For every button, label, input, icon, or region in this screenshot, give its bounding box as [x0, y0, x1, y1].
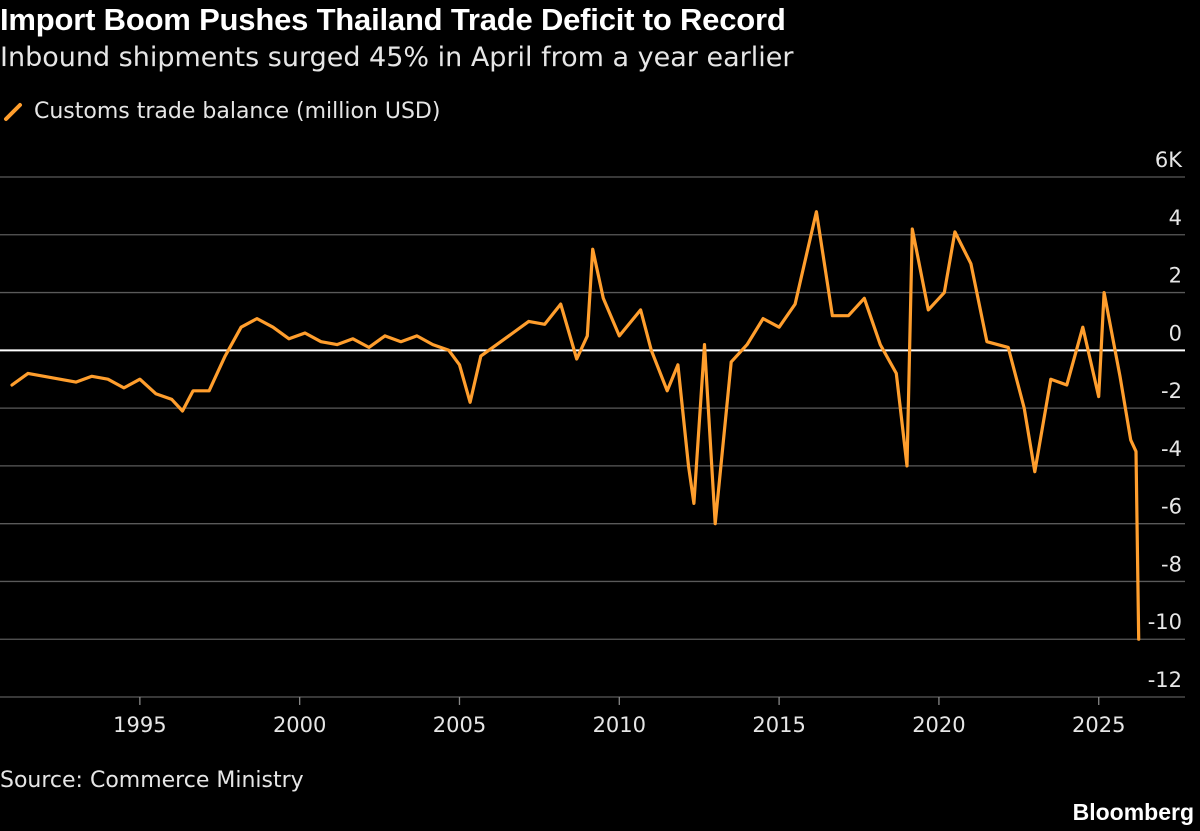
x-tick-label: 2015: [752, 713, 805, 737]
y-tick-label: -12: [1148, 668, 1182, 692]
y-tick-label: 0: [1169, 321, 1182, 345]
y-tick-label: -10: [1148, 610, 1182, 634]
x-axis-ticks: 1995 2000 2005 2010 2015 2020 2025: [113, 697, 1125, 737]
y-tick-label: 2: [1169, 264, 1182, 288]
x-tick-label: 2020: [912, 713, 965, 737]
bloomberg-logo: Bloomberg: [1072, 799, 1194, 825]
y-tick-label: -2: [1161, 379, 1182, 403]
series-layer: [10, 210, 1141, 641]
x-tick-label: 2010: [593, 713, 646, 737]
source-note: Source: Commerce Ministry: [0, 768, 304, 793]
chart-subtitle: Inbound shipments surged 45% in April fr…: [0, 42, 794, 73]
y-tick-label: -8: [1161, 552, 1182, 576]
y-tick-label: 6K: [1155, 148, 1183, 172]
legend-label: Customs trade balance (million USD): [34, 99, 441, 124]
series-line-trade-balance: [10, 210, 1141, 641]
x-tick-label: 2000: [273, 713, 326, 737]
chart-title: Import Boom Pushes Thailand Trade Defici…: [0, 2, 786, 37]
grid-lines: [0, 176, 1185, 698]
legend: Customs trade balance (million USD): [2, 99, 440, 124]
y-tick-label: 4: [1169, 206, 1182, 230]
y-tick-label: -4: [1161, 437, 1182, 461]
y-axis-ticks: 6K 4 2 0 -2 -4 -6 -8 -10 -12: [1148, 148, 1184, 692]
line-chart: 6K 4 2 0 -2 -4 -6 -8 -10 -12 1995 2000 2005 2010 2015…: [0, 148, 1185, 737]
y-tick-label: -6: [1161, 495, 1182, 519]
x-tick-label: 1995: [113, 713, 166, 737]
x-tick-label: 2005: [433, 713, 486, 737]
x-tick-label: 2025: [1072, 713, 1125, 737]
legend-line-icon: [2, 101, 24, 123]
